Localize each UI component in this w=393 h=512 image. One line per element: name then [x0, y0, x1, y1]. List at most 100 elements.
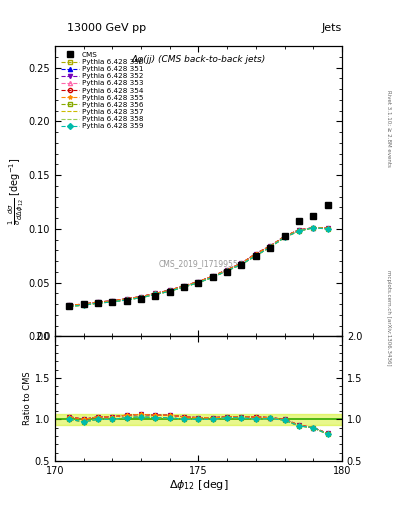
Pythia 6.428 356 [196, 280, 201, 286]
Pythia 6.428 354 [167, 287, 172, 293]
Pythia 6.428 350 [182, 284, 187, 290]
Pythia 6.428 353 [311, 225, 316, 231]
CMS [139, 295, 143, 302]
Pythia 6.428 353 [125, 295, 129, 302]
Pythia 6.428 350 [196, 280, 201, 286]
Pythia 6.428 355 [182, 283, 187, 289]
Pythia 6.428 359 [282, 234, 287, 241]
CMS [325, 202, 330, 208]
Pythia 6.428 354 [125, 295, 129, 302]
Text: mcplots.cern.ch [arXiv:1306.3436]: mcplots.cern.ch [arXiv:1306.3436] [386, 270, 391, 365]
Pythia 6.428 351 [96, 299, 101, 305]
Pythia 6.428 350 [110, 299, 115, 305]
Pythia 6.428 351 [125, 295, 129, 302]
Pythia 6.428 351 [153, 290, 158, 296]
Line: CMS: CMS [66, 202, 331, 309]
Pythia 6.428 352 [196, 279, 201, 285]
Pythia 6.428 357 [239, 261, 244, 267]
Pythia 6.428 351 [182, 283, 187, 289]
Pythia 6.428 352 [153, 290, 158, 296]
Pythia 6.428 356 [253, 252, 258, 259]
Pythia 6.428 352 [182, 283, 187, 289]
Line: Pythia 6.428 356: Pythia 6.428 356 [67, 226, 330, 308]
Pythia 6.428 354 [139, 293, 143, 300]
Pythia 6.428 354 [211, 273, 215, 279]
Pythia 6.428 353 [96, 299, 101, 305]
Pythia 6.428 353 [225, 267, 230, 273]
CMS [268, 245, 273, 251]
Line: Pythia 6.428 357: Pythia 6.428 357 [70, 228, 328, 306]
Pythia 6.428 359 [239, 261, 244, 267]
Pythia 6.428 356 [297, 228, 301, 234]
Pythia 6.428 351 [211, 273, 215, 279]
Pythia 6.428 356 [153, 291, 158, 297]
Pythia 6.428 357 [196, 280, 201, 286]
Pythia 6.428 354 [153, 290, 158, 296]
Pythia 6.428 355 [325, 225, 330, 231]
Pythia 6.428 357 [282, 234, 287, 241]
Pythia 6.428 352 [297, 227, 301, 233]
Pythia 6.428 351 [239, 260, 244, 266]
Pythia 6.428 350 [282, 234, 287, 241]
Pythia 6.428 352 [67, 302, 72, 308]
Line: Pythia 6.428 359: Pythia 6.428 359 [67, 226, 330, 308]
Pythia 6.428 355 [67, 302, 72, 308]
Pythia 6.428 352 [81, 301, 86, 307]
Pythia 6.428 354 [96, 299, 101, 305]
Y-axis label: $\frac{1}{\sigma}\frac{d\sigma}{d\Delta\phi_{12}}\ [\mathrm{deg}^{-1}]$: $\frac{1}{\sigma}\frac{d\sigma}{d\Delta\… [6, 158, 26, 225]
Pythia 6.428 355 [211, 273, 215, 279]
Pythia 6.428 350 [81, 302, 86, 308]
CMS [239, 262, 244, 268]
Pythia 6.428 354 [282, 233, 287, 240]
Pythia 6.428 359 [110, 299, 115, 305]
Pythia 6.428 355 [139, 293, 143, 300]
Pythia 6.428 350 [253, 252, 258, 259]
Line: Pythia 6.428 358: Pythia 6.428 358 [70, 228, 328, 306]
Line: Pythia 6.428 352: Pythia 6.428 352 [67, 226, 330, 307]
Pythia 6.428 359 [81, 302, 86, 308]
Pythia 6.428 350 [67, 303, 72, 309]
Pythia 6.428 357 [182, 284, 187, 290]
CMS [110, 299, 115, 305]
Pythia 6.428 358 [225, 268, 230, 274]
Pythia 6.428 356 [225, 268, 230, 274]
Line: Pythia 6.428 353: Pythia 6.428 353 [67, 226, 330, 307]
Pythia 6.428 354 [297, 227, 301, 233]
Pythia 6.428 358 [153, 291, 158, 297]
CMS [67, 303, 72, 309]
Pythia 6.428 359 [268, 244, 273, 250]
Pythia 6.428 358 [253, 252, 258, 259]
Pythia 6.428 355 [253, 250, 258, 257]
Pythia 6.428 356 [167, 288, 172, 294]
Pythia 6.428 357 [225, 268, 230, 274]
Pythia 6.428 358 [96, 300, 101, 306]
Pythia 6.428 355 [125, 295, 129, 302]
Pythia 6.428 355 [311, 225, 316, 231]
Y-axis label: Ratio to CMS: Ratio to CMS [23, 372, 32, 425]
Pythia 6.428 354 [325, 225, 330, 231]
Pythia 6.428 350 [167, 288, 172, 294]
Legend: CMS, Pythia 6.428 350, Pythia 6.428 351, Pythia 6.428 352, Pythia 6.428 353, Pyt: CMS, Pythia 6.428 350, Pythia 6.428 351,… [59, 50, 145, 132]
Line: Pythia 6.428 355: Pythia 6.428 355 [67, 226, 330, 307]
Pythia 6.428 352 [110, 298, 115, 304]
Pythia 6.428 354 [225, 267, 230, 273]
Pythia 6.428 350 [153, 291, 158, 297]
Pythia 6.428 359 [325, 226, 330, 232]
Pythia 6.428 358 [182, 284, 187, 290]
Pythia 6.428 350 [139, 294, 143, 301]
Pythia 6.428 356 [211, 274, 215, 280]
Pythia 6.428 357 [125, 297, 129, 303]
X-axis label: $\Delta\phi_{12}$ [deg]: $\Delta\phi_{12}$ [deg] [169, 478, 228, 493]
Pythia 6.428 356 [239, 261, 244, 267]
Pythia 6.428 357 [81, 302, 86, 308]
Pythia 6.428 355 [268, 243, 273, 249]
Pythia 6.428 350 [297, 228, 301, 234]
Pythia 6.428 358 [81, 302, 86, 308]
Pythia 6.428 359 [253, 252, 258, 259]
CMS [196, 280, 201, 286]
Pythia 6.428 357 [153, 291, 158, 297]
Pythia 6.428 357 [253, 252, 258, 259]
Pythia 6.428 352 [225, 267, 230, 273]
Pythia 6.428 350 [268, 244, 273, 250]
Pythia 6.428 353 [81, 301, 86, 307]
